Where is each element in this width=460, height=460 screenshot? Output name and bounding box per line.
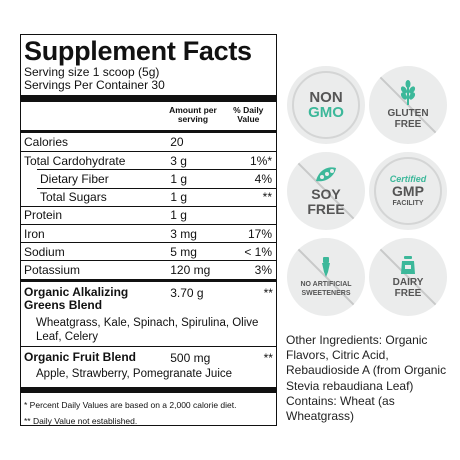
nutrient-name: Potassium [24,262,81,277]
badge-gluten-free: GLUTEN FREE [369,66,447,144]
nutrient-name: Protein [24,208,63,223]
badge-line2: FREE [394,119,422,130]
footnote-not-established: ** Daily Value not established. [24,415,138,426]
blend-amount: 3.70 g [170,285,204,300]
blend-amount: 500 mg [170,350,211,365]
footnotes: * Percent Daily Values are based on a 2,… [24,400,273,427]
badge-line1: SOY [311,186,341,202]
badge-line1: NON [309,89,343,106]
nutrient-dv: 17% [247,226,272,241]
divider-medium [21,278,276,282]
serving-size: Serving size 1 scoop (5g) [24,65,160,79]
nutrient-name: Iron [24,226,45,241]
col-dv-header: % Daily Value [233,105,264,124]
badge-line2: FACILITY [392,199,424,207]
badge-non-gmo: NON GMO [287,66,365,144]
badge-ring [374,157,442,225]
nutrient-dv: 3% [254,262,272,277]
nutrient-amount: 1 g [170,171,187,186]
nutrient-name: Total Cardohydrate [24,153,126,168]
dropper-icon [322,257,330,277]
nutrient-dv: 4% [254,171,272,186]
nutrient-dv: ** [262,190,272,205]
nutrient-row-carbohydrate: Total Cardohydrate 3 g 1%* [21,151,276,169]
column-header: Amount per serving % Daily Value [24,102,273,130]
nutrient-row-fiber: Dietary Fiber 1 g 4% [37,169,276,187]
badge-line2: FREE [394,288,422,299]
nutrient-row-sugars: Total Sugars 1 g ** [37,187,276,206]
nutrient-amount: 3 g [170,153,187,168]
blend-contents: Wheatgrass, Kale, Spinach, Spirulina, Ol… [36,316,259,343]
divider-thick [21,386,276,393]
blend-name: Organic Fruit Blend [24,349,137,364]
nutrient-name: Sodium [24,244,65,259]
blend-fruit: Organic Fruit Blend 500 mg ** Apple, Str… [21,347,276,381]
nutrient-name: Dietary Fiber [40,171,109,186]
nutrient-amount: 120 mg [170,262,211,277]
nutrient-amount: 5 mg [170,244,197,259]
nutrient-amount: 1 g [170,190,187,205]
nutrient-amount: 1 g [170,208,187,223]
badge-line1: NO ARTIFICIAL [300,281,352,288]
badge-line0: Certified [389,173,427,184]
nutrient-row-sodium: Sodium 5 mg < 1% [21,242,276,260]
badge-gmp-certified: Certified GMP FACILITY [369,152,447,230]
milk-jug-icon [401,256,415,274]
nutrient-row-iron: Iron 3 mg 17% [21,223,276,242]
nutrient-amount: 3 mg [170,226,197,241]
divider-thick [21,95,276,102]
badge-dairy-free: DAIRY FREE [369,238,447,316]
blend-dv: ** [263,285,273,300]
other-ingredients: Other Ingredients: Organic Flavors, Citr… [286,333,447,424]
badge-no-artificial-sweeteners: NO ARTIFICIAL SWEETENERS [287,238,365,316]
servings-per-container: Servings Per Container 30 [24,78,165,92]
nutrient-dv: < 1% [244,244,272,259]
blend-greens: Organic Alkalizing Greens Blend 3.70 g *… [21,282,276,344]
footnote-dv: * Percent Daily Values are based on a 2,… [24,399,237,410]
badge-line1: GMP [392,182,424,199]
soybean-icon [316,167,336,182]
divider-medium [21,130,276,133]
col-amount-header: Amount per serving [169,105,217,124]
divider-thin [21,345,276,347]
nutrient-name: Total Sugars [40,190,107,205]
badge-line2: GMO [308,104,344,121]
blend-contents: Apple, Strawberry, Pomegranate Juice [36,367,233,380]
nutrient-dv: 1%* [249,153,272,168]
badge-line2: SWEETENERS [301,290,351,297]
wheat-icon [400,80,416,105]
nutrient-amount: 20 [170,135,184,150]
supplement-facts-panel: Supplement Facts Serving size 1 scoop (5… [20,34,277,426]
badge-line2: FREE [307,201,345,217]
nutrient-row-calories: Calories 20 [21,133,276,151]
badge-soy-free: SOY FREE [287,152,365,230]
blend-dv: ** [263,350,273,365]
facts-title: Supplement Facts [24,36,252,66]
blend-name: Organic Alkalizing Greens Blend [24,284,129,312]
badge-line1: DAIRY [392,277,424,288]
nutrient-row-protein: Protein 1 g [21,205,276,224]
nutrient-name: Calories [24,135,69,150]
badge-ring [292,71,360,139]
badge-line1: GLUTEN [387,108,429,119]
nutrient-row-potassium: Potassium 120 mg 3% [21,260,276,278]
